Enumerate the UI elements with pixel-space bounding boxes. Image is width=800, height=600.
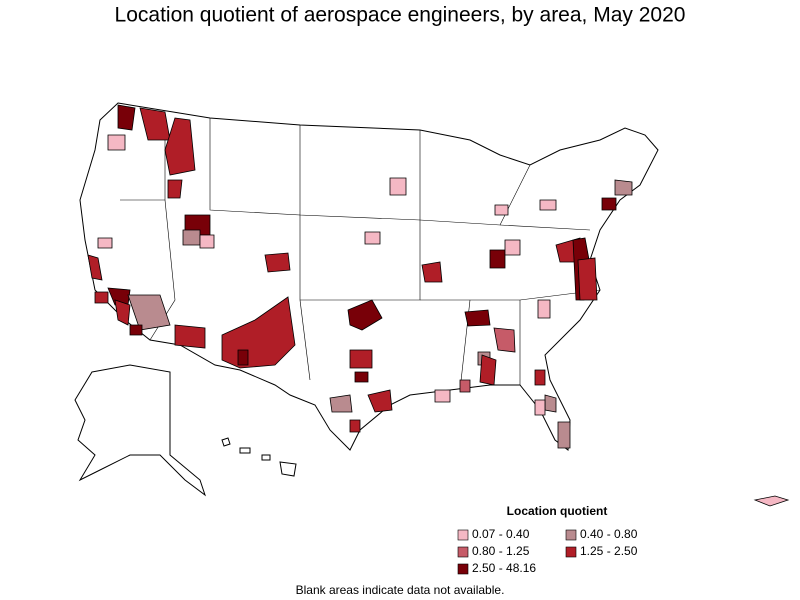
map-area bbox=[167, 179, 183, 199]
hawaii bbox=[221, 437, 297, 477]
map-area bbox=[601, 197, 617, 211]
map-area bbox=[614, 179, 633, 196]
map-area bbox=[753, 495, 790, 507]
map-area bbox=[434, 389, 451, 403]
legend-swatch bbox=[457, 529, 469, 541]
map-area bbox=[199, 234, 215, 249]
map-area bbox=[421, 261, 443, 283]
contiguous-us bbox=[79, 102, 659, 451]
map-area bbox=[237, 349, 249, 366]
map-area bbox=[329, 394, 353, 413]
map-area bbox=[349, 419, 361, 433]
legend-swatch bbox=[565, 546, 577, 558]
legend: Location quotient 0.07 - 0.40 0.40 - 0.80… bbox=[457, 504, 638, 575]
legend-label: 1.25 - 2.50 bbox=[580, 544, 638, 558]
map-area bbox=[367, 389, 393, 413]
map-area bbox=[479, 354, 497, 386]
map-title: Location quotient of aerospace engineers… bbox=[115, 4, 686, 27]
map-area bbox=[87, 254, 103, 281]
map-area bbox=[264, 252, 291, 273]
map-area bbox=[129, 324, 143, 336]
map-area bbox=[537, 299, 551, 319]
legend-title: Location quotient bbox=[507, 504, 608, 518]
footnote: Blank areas indicate data not available. bbox=[296, 583, 505, 597]
map-area bbox=[534, 369, 546, 386]
map-area bbox=[493, 327, 516, 353]
map-area bbox=[354, 371, 369, 383]
map-area bbox=[557, 421, 571, 449]
map-regions bbox=[87, 104, 790, 507]
map-area bbox=[127, 294, 171, 331]
map-area bbox=[94, 291, 109, 304]
map-land bbox=[74, 102, 659, 497]
legend-swatch bbox=[457, 563, 469, 575]
legend-label: 2.50 - 48.16 bbox=[472, 561, 536, 575]
map-area bbox=[389, 177, 407, 196]
map-area bbox=[174, 324, 206, 349]
map-area bbox=[489, 249, 506, 269]
legend-label: 0.80 - 1.25 bbox=[472, 544, 530, 558]
legend-swatch bbox=[457, 546, 469, 558]
map-area bbox=[504, 239, 521, 256]
map-area bbox=[364, 231, 381, 245]
map-area bbox=[577, 257, 598, 301]
alaska bbox=[74, 364, 206, 497]
legend-label: 0.07 - 0.40 bbox=[472, 527, 530, 541]
map-area bbox=[117, 104, 136, 131]
map-area bbox=[459, 379, 471, 393]
map-area bbox=[114, 299, 131, 326]
map-area bbox=[97, 237, 113, 249]
map-area bbox=[349, 349, 373, 369]
legend-label: 0.40 - 0.80 bbox=[580, 527, 638, 541]
legend-swatch bbox=[565, 529, 577, 541]
map-area bbox=[182, 229, 201, 246]
map-area bbox=[539, 199, 557, 211]
map-area bbox=[347, 299, 383, 331]
map-area bbox=[494, 204, 509, 216]
map-area bbox=[544, 394, 557, 413]
map-area bbox=[464, 309, 491, 327]
map-area bbox=[164, 117, 196, 176]
map-area bbox=[107, 134, 126, 151]
map-area bbox=[534, 399, 546, 416]
